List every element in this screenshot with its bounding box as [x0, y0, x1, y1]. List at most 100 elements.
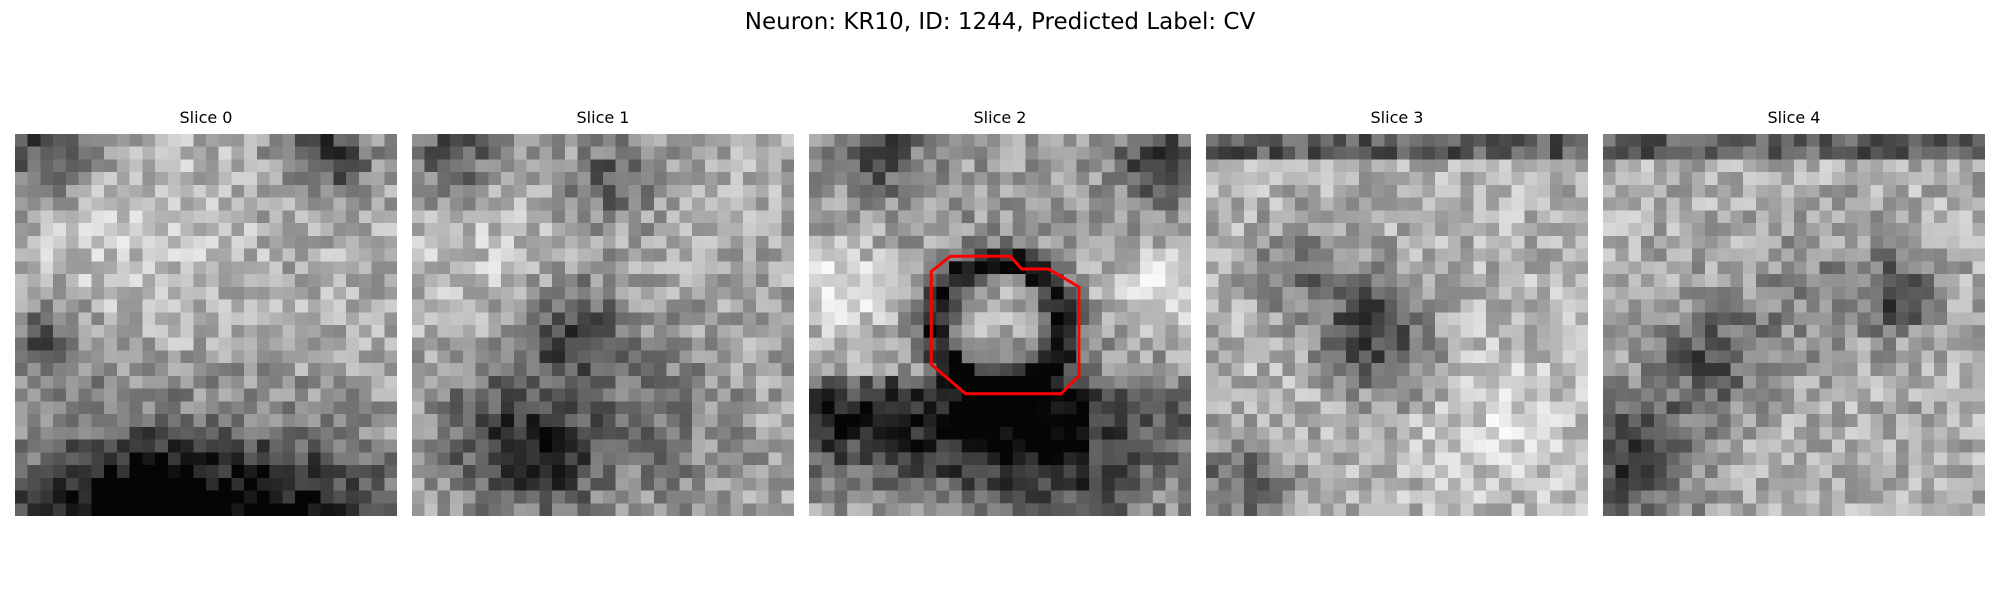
pixel [1371, 286, 1385, 300]
pixel [1050, 414, 1064, 428]
pixel [641, 134, 655, 147]
pixel [1819, 325, 1833, 338]
pixel [679, 401, 693, 415]
pixel [730, 439, 744, 453]
pixel [1870, 477, 1884, 491]
pixel [1384, 439, 1398, 453]
pixel [1819, 388, 1833, 402]
pixel [1050, 325, 1064, 338]
pixel [628, 426, 642, 440]
pixel [666, 197, 680, 211]
pixel [1692, 401, 1706, 415]
pixel [552, 235, 566, 249]
pixel [526, 184, 540, 198]
pixel [346, 426, 360, 440]
pixel [1959, 299, 1973, 313]
pixel [371, 223, 385, 237]
pixel [1435, 146, 1449, 160]
pixel [218, 503, 232, 516]
pixel [1921, 426, 1935, 440]
pixel [1743, 299, 1757, 313]
pixel [269, 465, 283, 479]
pixel [526, 426, 540, 440]
pixel [1384, 248, 1398, 262]
pixel [1397, 159, 1410, 173]
pixel [717, 197, 731, 211]
pixel [1511, 312, 1525, 326]
pixel [1422, 477, 1436, 491]
pixel [1447, 159, 1461, 173]
pixel [653, 261, 667, 275]
pixel [40, 210, 54, 224]
pixel [666, 414, 680, 428]
pixel [679, 184, 693, 198]
pixel [1844, 477, 1858, 491]
pixel [269, 146, 283, 160]
pixel [78, 197, 92, 211]
pixel [1679, 172, 1693, 186]
pixel [218, 159, 232, 173]
pixel [1409, 248, 1423, 262]
pixel [282, 337, 296, 351]
pixel [269, 223, 283, 237]
pixel [1895, 490, 1909, 504]
pixel [603, 426, 616, 440]
pixel [1178, 312, 1191, 326]
pixel [1244, 426, 1258, 440]
pixel [1972, 159, 1985, 173]
pixel [1628, 223, 1642, 237]
pixel [1447, 312, 1461, 326]
pixel [755, 274, 769, 288]
pixel [641, 350, 655, 364]
pixel [1447, 184, 1461, 198]
pixel [282, 465, 296, 479]
slice-image [15, 134, 397, 516]
pixel [1409, 261, 1423, 275]
pixel [809, 261, 822, 275]
pixel [564, 197, 578, 211]
pixel [1819, 490, 1833, 504]
pixel [206, 235, 219, 249]
pixel [488, 248, 502, 262]
pixel [1063, 146, 1077, 160]
pixel [1295, 197, 1309, 211]
pixel [1537, 235, 1551, 249]
pixel [1206, 184, 1219, 198]
pixel [501, 452, 515, 466]
pixel [1908, 261, 1922, 275]
pixel [885, 248, 899, 262]
pixel [1397, 401, 1410, 415]
pixel [704, 452, 718, 466]
pixel [1089, 146, 1103, 160]
pixel [1486, 286, 1500, 300]
pixel [78, 477, 92, 491]
pixel [358, 210, 372, 224]
pixel [65, 299, 79, 313]
pixel [488, 172, 502, 186]
pixel [1025, 184, 1039, 198]
pixel [1743, 363, 1757, 377]
pixel [1050, 477, 1064, 491]
pixel [1730, 134, 1744, 147]
pixel [104, 286, 118, 300]
pixel [269, 414, 283, 428]
pixel [1384, 490, 1398, 504]
pixel [834, 235, 848, 249]
pixel [781, 452, 794, 466]
pixel [526, 134, 540, 147]
pixel [1089, 465, 1103, 479]
pixel [1435, 375, 1449, 389]
pixel [1012, 274, 1026, 288]
pixel [462, 184, 476, 198]
pixel [1435, 159, 1449, 173]
pixel [295, 146, 309, 160]
pixel [180, 363, 194, 377]
pixel [1704, 388, 1718, 402]
pixel [1895, 503, 1909, 516]
pixel [1972, 210, 1985, 224]
pixel [1832, 490, 1846, 504]
pixel [1628, 172, 1642, 186]
pixel [1549, 477, 1563, 491]
pixel [1460, 134, 1474, 147]
pixel [1101, 401, 1115, 415]
